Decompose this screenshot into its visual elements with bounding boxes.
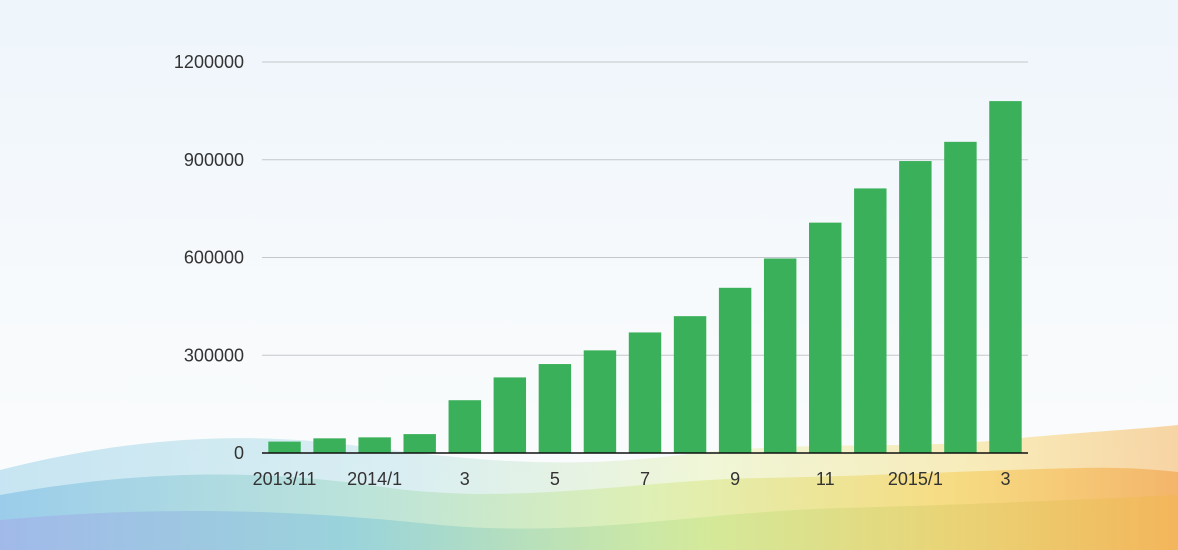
x-tick-label: 5: [550, 469, 560, 489]
bar: [763, 258, 797, 453]
bar: [493, 377, 527, 453]
y-tick-label: 900000: [184, 150, 244, 170]
y-axis-tick-labels: 0 300000 600000 900000 1200000: [174, 52, 244, 463]
bar: [583, 350, 617, 453]
y-tick-label: 600000: [184, 248, 244, 268]
x-tick-label: 3: [1000, 469, 1010, 489]
bars: [268, 101, 1022, 453]
bar: [989, 101, 1022, 453]
x-tick-label: 2015/1: [888, 469, 943, 489]
bar: [538, 364, 572, 453]
bar: [448, 400, 481, 453]
x-axis-tick-labels: 2013/11 2014/1 3 5 7 9 11 2015/1 3: [253, 469, 1011, 489]
y-tick-label: 1200000: [174, 52, 244, 72]
bar: [809, 222, 842, 453]
x-tick-label: 7: [640, 469, 650, 489]
bar: [268, 441, 301, 453]
y-tick-label: 300000: [184, 345, 244, 365]
y-tick-label: 0: [234, 443, 244, 463]
bar: [358, 437, 391, 453]
x-tick-label: 2014/1: [347, 469, 402, 489]
bar: [899, 161, 932, 453]
x-tick-label: 2013/11: [253, 469, 317, 489]
bar: [313, 438, 346, 453]
bar: [403, 434, 436, 453]
x-tick-label: 3: [460, 469, 470, 489]
x-tick-label: 11: [816, 469, 835, 489]
bar: [718, 287, 752, 453]
bar: [673, 316, 707, 453]
x-tick-label: 9: [730, 469, 740, 489]
bar: [854, 188, 887, 453]
bar: [944, 141, 977, 453]
bar: [628, 332, 662, 453]
